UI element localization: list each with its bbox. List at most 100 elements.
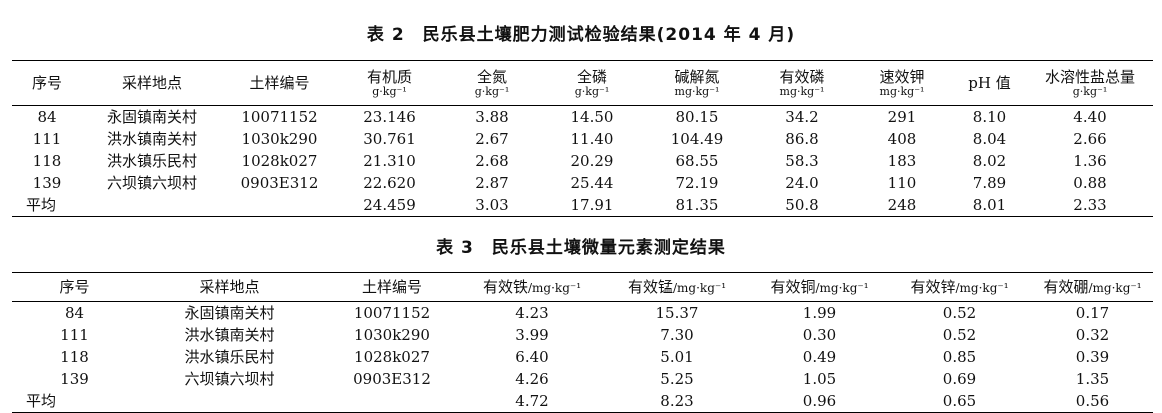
table-row: 平均 4.72 8.23 0.96 0.65 0.56	[12, 390, 1153, 413]
table3-col-name: 序号	[59, 278, 90, 296]
table-cell: 183	[887, 152, 917, 170]
table-cell: 平均	[26, 196, 57, 214]
table-cell: 408	[887, 130, 917, 148]
table3-col-unit: /mg·kg⁻¹	[673, 280, 727, 295]
table3-col-name: 有效硼	[1043, 277, 1089, 296]
table-cell: 10071152	[353, 304, 431, 322]
table3-col-header: 有效铁/mg·kg⁻¹	[462, 273, 602, 302]
table-row: 118 洪水镇乐民村 1028k027 6.40 5.01 0.49 0.85 0.39	[12, 346, 1153, 368]
table-cell: 8.23	[660, 392, 694, 410]
table-cell: 20.29	[570, 152, 614, 170]
table2-col-unit: g·kg⁻¹	[372, 84, 407, 98]
table3-col-name: 有效铜	[770, 277, 816, 296]
table-cell: 0.69	[942, 370, 977, 388]
trace-element-table: 序号 采样地点 土样编号 有效铁/mg·kg⁻¹ 有效锰/mg·kg⁻¹ 有效铜/mg·k…	[12, 272, 1153, 413]
table-cell: 3.03	[475, 196, 509, 214]
table-cell: 58.3	[785, 152, 819, 170]
table2-col-header: 土样编号	[222, 61, 337, 106]
table2-col-header: 碱解氮 mg·kg⁻¹	[642, 61, 752, 106]
table-cell: 15.37	[655, 304, 699, 322]
table-cell: 0.52	[942, 304, 977, 322]
table-cell: 3.88	[475, 108, 509, 126]
table2-col-name: 速效钾	[879, 67, 925, 86]
table-cell: 50.8	[785, 196, 819, 214]
table-cell: 0.56	[1075, 392, 1110, 410]
table-cell: 4.26	[515, 370, 549, 388]
table-cell: 2.87	[475, 174, 509, 192]
table2-col-header: 速效钾 mg·kg⁻¹	[852, 61, 952, 106]
table-cell: 平均	[26, 392, 57, 410]
table-cell: 5.25	[660, 370, 694, 388]
table2-col-header: 有机质 g·kg⁻¹	[337, 61, 442, 106]
table-row: 139 六坝镇六坝村 0903E312 4.26 5.25 1.05 0.69 1.35	[12, 368, 1153, 390]
table-cell	[82, 194, 222, 217]
table-cell: 8.04	[972, 130, 1007, 148]
table-cell: 4.40	[1073, 108, 1107, 126]
table-cell: 2.66	[1073, 130, 1107, 148]
table-cell: 0.17	[1075, 304, 1110, 322]
table2-col-unit: g·kg⁻¹	[574, 84, 610, 98]
table-cell: 17.91	[570, 196, 614, 214]
table2-caption: 表 2 民乐县土壤肥力测试检验结果(2014 年 4 月)	[366, 25, 796, 45]
table-cell: 34.2	[785, 108, 819, 126]
table-cell: 永固镇南关村	[106, 108, 197, 126]
table-cell: 84	[64, 304, 85, 322]
table-cell: 3.99	[515, 326, 549, 344]
table-cell: 21.310	[363, 152, 416, 170]
table3-header-row: 序号 采样地点 土样编号 有效铁/mg·kg⁻¹ 有效锰/mg·kg⁻¹ 有效铜/mg·k…	[12, 273, 1153, 302]
table2-col-name: 水溶性盐总量	[1044, 67, 1135, 86]
table2-col-header: 序号	[12, 61, 82, 106]
table3-col-header: 序号	[12, 273, 137, 302]
table-cell: 139	[60, 370, 89, 388]
table3-col-name: 土样编号	[361, 278, 422, 296]
table-cell: 5.01	[660, 348, 694, 366]
table2-col-unit: mg·kg⁻¹	[674, 84, 720, 98]
table-cell: 0.49	[802, 348, 837, 366]
table3-col-header: 有效铜/mg·kg⁻¹	[752, 273, 887, 302]
table2-col-header: pH 值	[952, 61, 1027, 106]
table-cell: 118	[60, 348, 89, 366]
table2-col-header: 水溶性盐总量 g·kg⁻¹	[1027, 61, 1153, 106]
table-cell: 1028k027	[354, 348, 430, 366]
table-cell: 8.02	[972, 152, 1007, 170]
table3-col-unit: /mg·kg⁻¹	[1088, 280, 1142, 295]
table-cell: 洪水镇南关村	[184, 326, 275, 344]
table-cell: 72.19	[675, 174, 719, 192]
table-cell: 11.40	[570, 130, 614, 148]
table-row: 111 洪水镇南关村 1030k290 30.761 2.67 11.40 104.49 86…	[12, 128, 1153, 150]
table3-col-unit: /mg·kg⁻¹	[528, 280, 582, 295]
table2-header-row: 序号 采样地点 土样编号 有机质 g·kg⁻¹ 全氮 g·kg⁻¹ 全磷 g·kg⁻¹ 碱解氮 mg…	[12, 61, 1153, 106]
table3-col-name: 有效锰	[627, 277, 673, 296]
table-cell: 1.36	[1073, 152, 1107, 170]
table-cell: 7.30	[660, 326, 694, 344]
table-cell: 7.89	[972, 174, 1007, 192]
table2-col-name: 土样编号	[249, 74, 310, 92]
table-cell: 1030k290	[354, 326, 430, 344]
table-cell: 1030k290	[241, 130, 318, 148]
table-cell: 8.01	[972, 196, 1007, 214]
table-cell: 81.35	[675, 196, 719, 214]
table3-caption: 表 3 民乐县土壤微量元素测定结果	[436, 238, 726, 258]
table-cell: 80.15	[675, 108, 719, 126]
table-cell: 68.55	[675, 152, 719, 170]
table-cell: 2.68	[475, 152, 509, 170]
table-row: 84 永固镇南关村 10071152 4.23 15.37 1.99 0.52 0.17	[12, 302, 1153, 325]
table2-col-unit: g·kg⁻¹	[1072, 84, 1108, 98]
table-cell: 248	[887, 196, 917, 214]
table-row: 84 永固镇南关村 10071152 23.146 3.88 14.50 80.15 34.2…	[12, 106, 1153, 129]
table-cell: 永固镇南关村	[184, 304, 275, 322]
table-cell: 23.146	[363, 108, 416, 126]
table-cell: 30.761	[363, 130, 416, 148]
table-cell: 0903E312	[240, 174, 319, 192]
table2-col-name: 全磷	[576, 67, 607, 86]
table2-col-header: 采样地点	[82, 61, 222, 106]
table3-col-name: 有效铁	[482, 277, 528, 296]
table-row: 118 洪水镇乐民村 1028k027 21.310 2.68 20.29 68.55 58.…	[12, 150, 1153, 172]
table-cell: 25.44	[570, 174, 614, 192]
table-cell: 111	[32, 130, 62, 148]
table-cell: 0.52	[942, 326, 977, 344]
table2-col-unit: g·kg⁻¹	[474, 84, 510, 98]
table-cell: 6.40	[515, 348, 549, 366]
table-cell: 4.72	[515, 392, 549, 410]
table2-col-header: 有效磷 mg·kg⁻¹	[752, 61, 852, 106]
